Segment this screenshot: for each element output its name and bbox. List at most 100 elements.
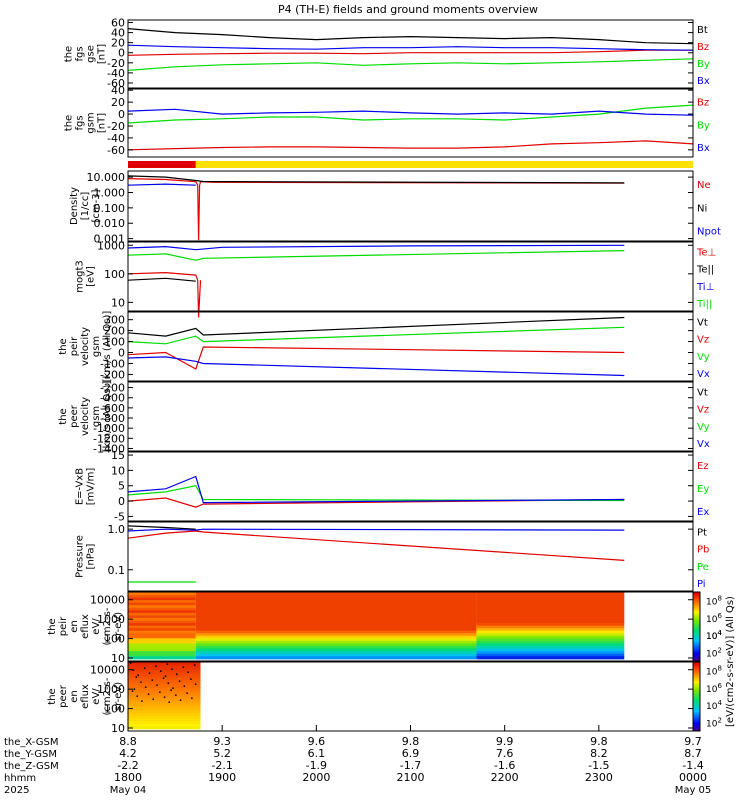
- series-line-velocity_peir-2: [127, 326, 625, 345]
- spectrogram-speckle: [131, 690, 134, 692]
- spectrogram-cell: [476, 633, 625, 637]
- y-axis-label: Pressure: [75, 535, 86, 578]
- panel-frame: [127, 19, 694, 89]
- y-tick-label: -400: [100, 392, 125, 405]
- y-axis-label: the: [58, 408, 69, 424]
- spectrogram-cell: [476, 600, 625, 604]
- y-axis-label: eV/: [91, 618, 102, 635]
- spectrogram-cell: [128, 592, 196, 596]
- spectrogram-speckle: [140, 681, 142, 683]
- colorbar-cell: [693, 607, 700, 610]
- y-axis-label: sr-eV): [113, 612, 124, 641]
- spectrogram-cell: [128, 721, 201, 725]
- legend-efield-2: Ex: [697, 507, 709, 518]
- y-axis-label: gsm: [91, 406, 102, 427]
- y-tick-label: -20: [107, 120, 125, 133]
- y-tick-label: -200: [100, 382, 125, 395]
- colorbar-cell: [693, 604, 700, 607]
- spectrogram-speckle: [178, 680, 181, 682]
- spectrogram-cell: [195, 646, 477, 650]
- y-tick-label: -1000: [93, 422, 125, 435]
- spectrogram-speckle: [151, 679, 154, 681]
- spectrogram-cell: [128, 640, 196, 645]
- y-tick-label: 200: [104, 325, 125, 338]
- spectrogram-speckle: [135, 676, 138, 678]
- panel-frame: [127, 170, 694, 242]
- series-line-efield-0: [127, 497, 625, 508]
- x-tick-label-hhmm: 1800: [114, 771, 142, 784]
- y-axis-label: [nPa]: [86, 543, 97, 569]
- spectrogram-cell: [476, 630, 625, 634]
- spectrogram-cell: [128, 662, 201, 666]
- spectrogram-cell: [128, 685, 201, 689]
- colorbar-cell: [693, 710, 700, 713]
- colorbar-cell: [693, 645, 700, 648]
- panel-peer_spectrogram: 10000 1000 100 10 the peer en eflux eV/(cm2-s-sr…: [47, 661, 694, 735]
- spectrogram-cell: [128, 653, 196, 657]
- series-line-fgs_gse-3: [127, 44, 694, 51]
- x-tick-label-y_gsm: 6.1: [308, 747, 326, 760]
- y-axis-label: en: [69, 620, 80, 633]
- spectrogram-speckle: [190, 678, 192, 680]
- colorbar-cell: [693, 629, 700, 633]
- spectrogram-cell: [128, 638, 196, 642]
- colorbar-cell: [693, 686, 700, 689]
- spectrogram-cell: [195, 625, 477, 629]
- spectrogram-cell: [476, 628, 625, 632]
- spectrogram-cell: [128, 690, 201, 694]
- panel-frame: [127, 661, 694, 732]
- spectrogram-cell: [128, 630, 196, 634]
- x-tick-label-z_gsm: -1.6: [494, 759, 515, 772]
- spectrogram-cell: [476, 651, 625, 655]
- spectrogram-cell: [195, 617, 477, 622]
- series-line-fgs_gse-2: [127, 58, 694, 71]
- colorbar-label: [eV/(cm2-s-sr-eV)] (All Qs): [725, 596, 736, 727]
- spectrogram-speckle: [170, 689, 172, 691]
- spectrogram-cell: [128, 718, 201, 722]
- x-row-label: the_Y-GSM: [4, 749, 57, 760]
- y-tick-label: -5: [114, 510, 125, 523]
- colorbar-cell: [693, 663, 700, 666]
- spectrogram-speckle: [183, 685, 186, 687]
- y-tick-label: 40: [111, 27, 125, 40]
- spectrogram-cell: [195, 597, 477, 601]
- series-line-fgs_gse-0: [127, 28, 694, 45]
- y-tick-label: 20: [111, 96, 125, 109]
- y-axis-label: [eV]: [86, 266, 97, 287]
- spectrogram-cell: [128, 723, 201, 727]
- series-line-efield-1: [127, 485, 625, 502]
- x-tick-label-z_gsm: -1.7: [400, 759, 421, 772]
- y-tick-label: 0: [118, 47, 125, 60]
- y-axis-label: [km/s (All Qs)]: [102, 381, 113, 453]
- x-tick-label-y_gsm: 8.7: [684, 747, 702, 760]
- colorbar-cell: [693, 640, 700, 643]
- colorbar-cell: [693, 593, 700, 596]
- colorbar-cell: [693, 706, 700, 710]
- spectrogram-cell: [195, 633, 477, 637]
- y-tick-label: 10: [111, 296, 125, 309]
- spectrogram-cell: [128, 646, 196, 650]
- colorbar-cell: [693, 701, 700, 704]
- panel-density: 10.000 1.000 0.100 0.010 0.001 Density [1/cc][…: [69, 170, 721, 246]
- spectrogram-cell: [476, 605, 625, 609]
- spectrogram-speckle: [172, 687, 174, 689]
- spectrogram-cell: [195, 643, 477, 647]
- y-axis-label: peir: [69, 336, 80, 356]
- legend-velocity_peer-1: Vz: [697, 405, 709, 416]
- legend-velocity_peir-2: Vy: [697, 352, 710, 363]
- y-tick-label: 100: [104, 268, 125, 281]
- spectrogram-speckle: [156, 684, 158, 686]
- series-line-fgs_gse-1: [127, 49, 693, 56]
- y-axis-label: gse: [86, 45, 97, 63]
- colorbar-cell: [693, 648, 700, 652]
- colorbar-cell: [693, 626, 700, 629]
- colorbar-tick-label: 102: [706, 646, 722, 659]
- spectrogram-speckle: [160, 670, 162, 672]
- spectrogram-cell: [128, 664, 201, 669]
- colorbar-cell: [693, 662, 700, 665]
- spectrogram-speckle: [141, 700, 143, 702]
- series-line-pressure-1: [127, 530, 625, 561]
- spectrogram-cell: [195, 638, 477, 642]
- colorbar-cell: [693, 724, 700, 727]
